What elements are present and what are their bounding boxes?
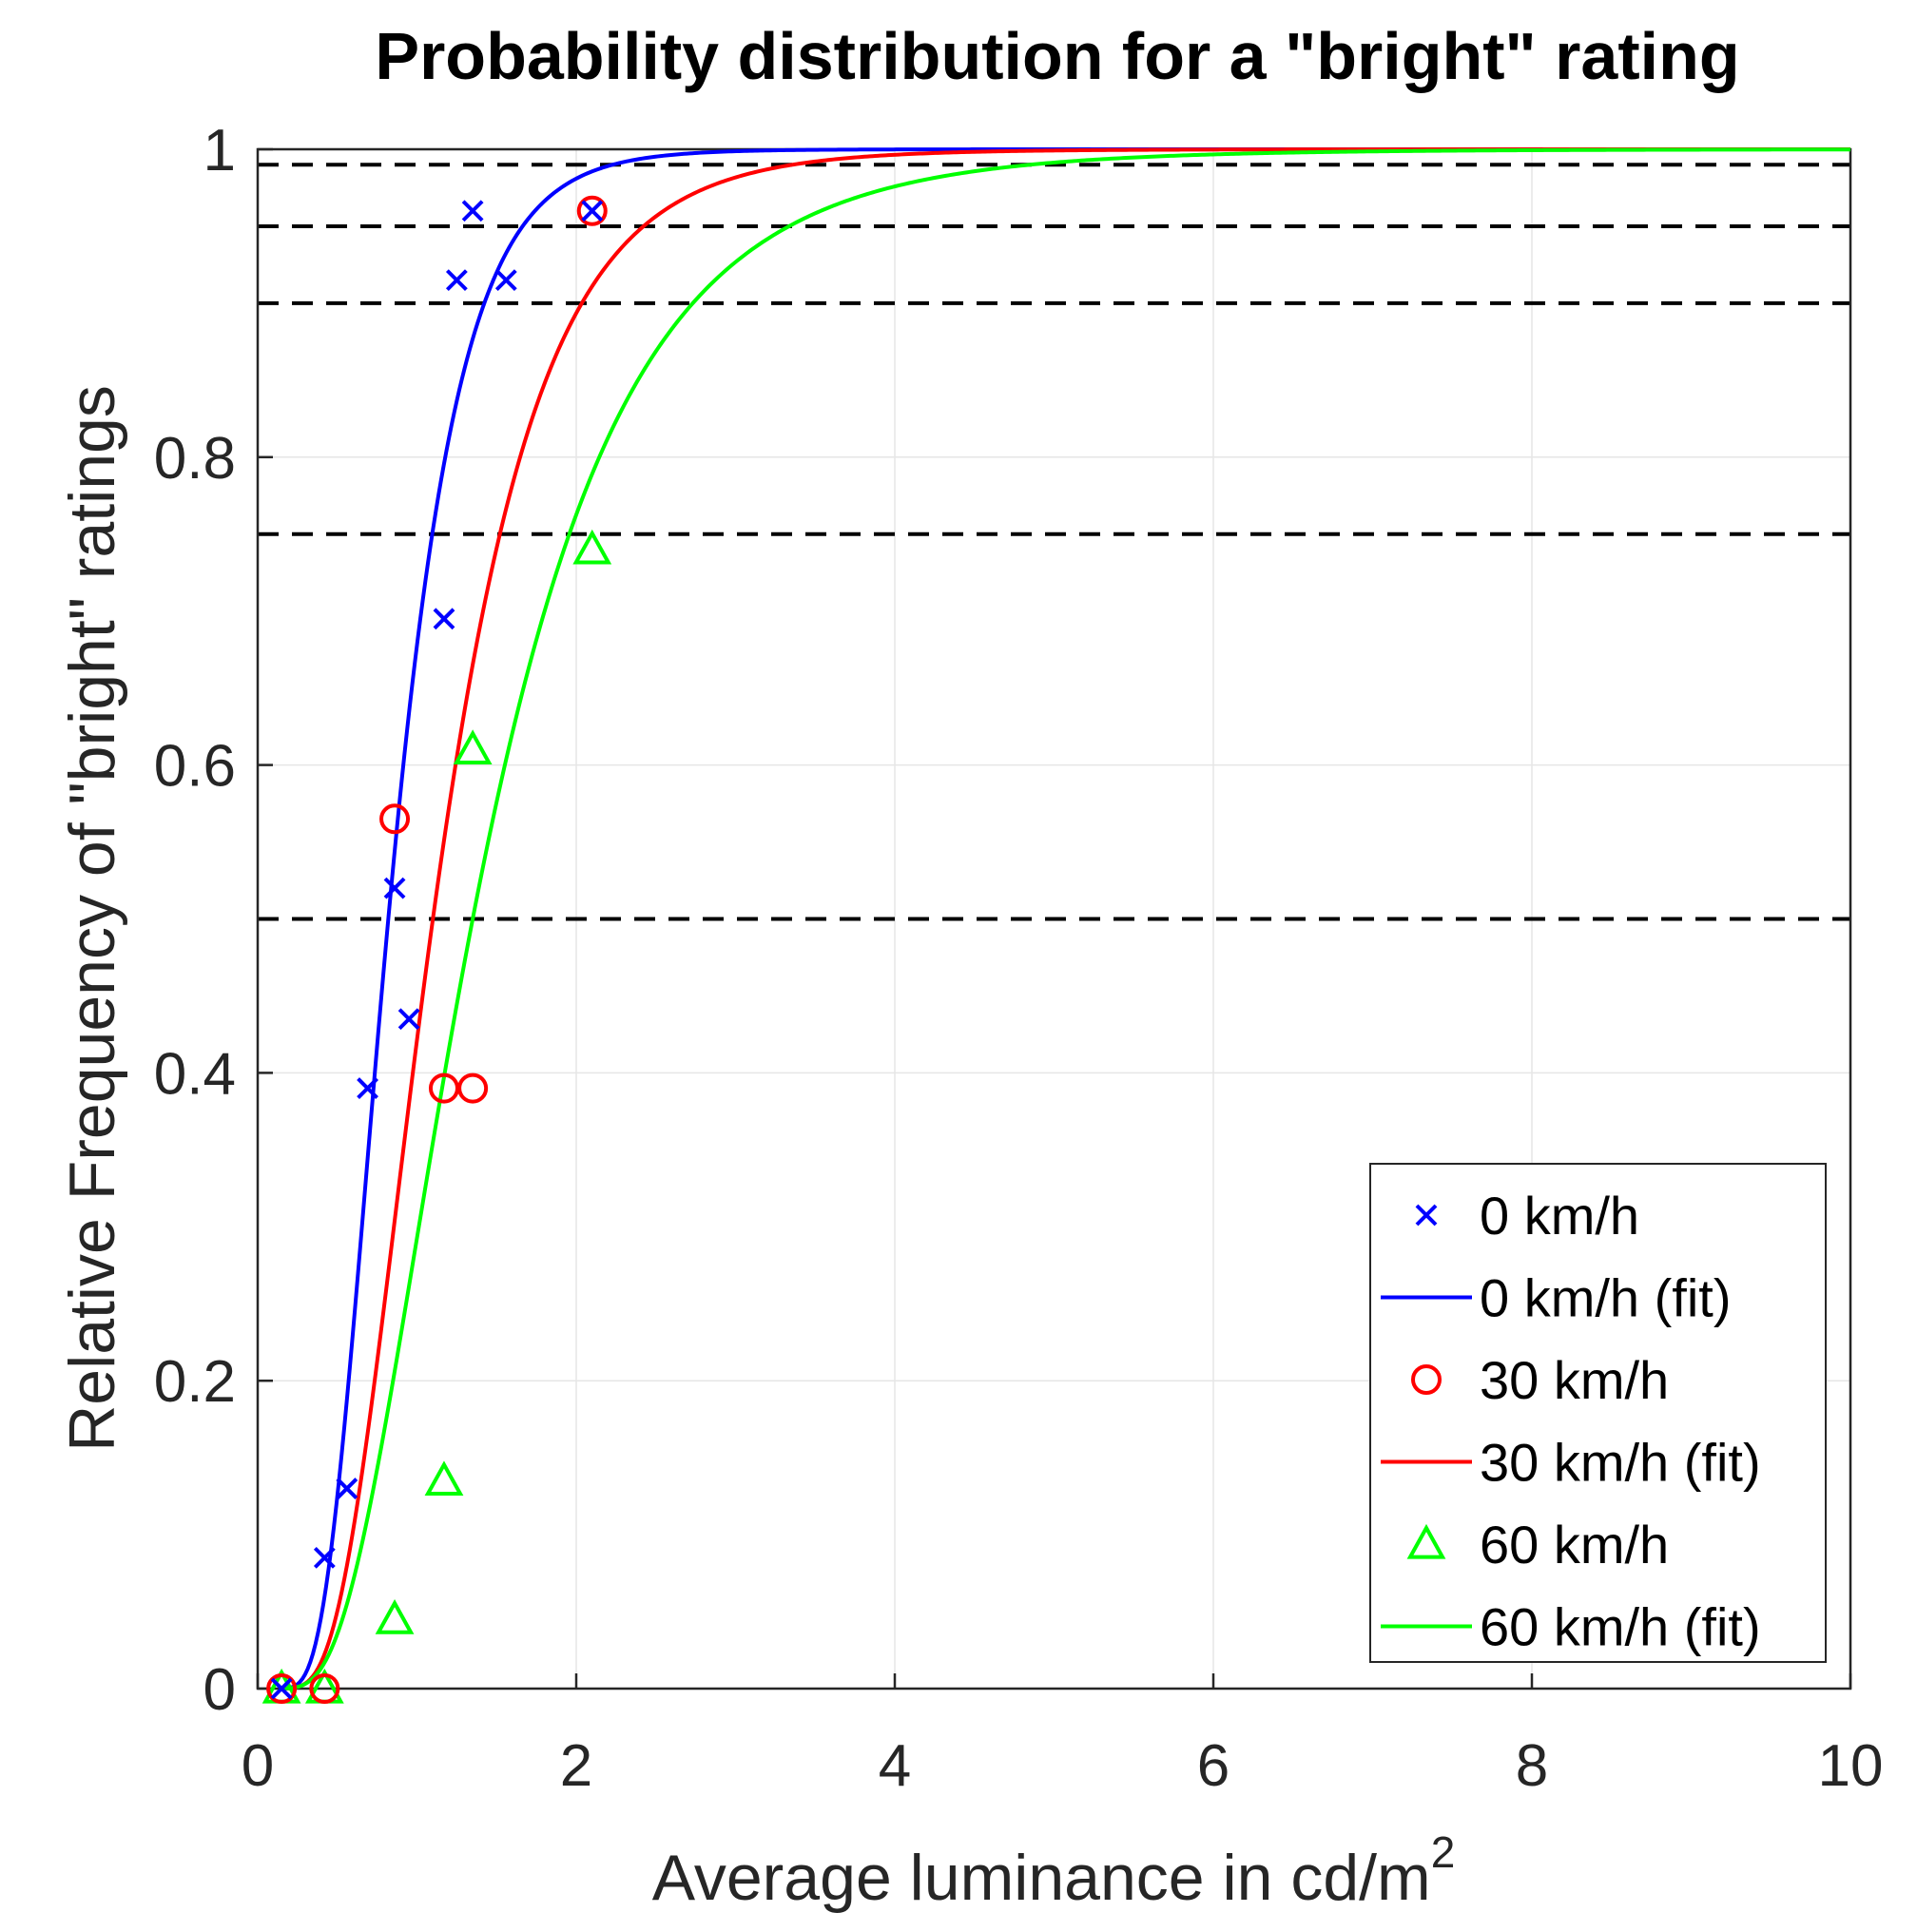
data-point-x (383, 877, 406, 899)
legend-box (1369, 1163, 1827, 1663)
data-point-triangle (375, 1599, 415, 1634)
fit-curves (281, 147, 1850, 1690)
legend: 0 km/h 0 km/h (fit) 30 km/h 30 km/h (fit) 60… (1369, 1163, 1827, 1663)
data-point-o (379, 803, 411, 835)
x-tick-label: 6 (1197, 1733, 1230, 1799)
x-tick-label: 4 (879, 1733, 911, 1799)
legend-entry-label: 60 km/h (1480, 1515, 1669, 1575)
axis-ticks: 0 2 4 6 8 10 0 0.2 0.4 0.6 0.8 1 (154, 118, 1884, 1799)
data-point-x (461, 200, 484, 222)
data-point-x (445, 269, 468, 292)
data-point-x (357, 1077, 378, 1100)
y-axis-label: Relative Frequency of "bright" ratings (56, 385, 128, 1452)
data-markers (261, 195, 612, 1704)
data-point-x (397, 1008, 420, 1031)
legend-marker-swatch (1406, 1523, 1446, 1559)
y-tick-label: 0.8 (154, 426, 236, 492)
fit-curve-60-km-h-fit (281, 147, 1850, 1690)
y-tick-label: 0.6 (154, 734, 236, 800)
x-axis-label-superscript: 2 (1431, 1827, 1456, 1877)
x-axis-label-text: Average luminance in cd/m (652, 1842, 1431, 1914)
data-point-x (270, 1677, 293, 1700)
data-point-x (581, 200, 604, 222)
data-point-o (266, 1673, 298, 1704)
x-tick-label: 10 (1818, 1733, 1884, 1799)
data-point-o (576, 195, 608, 226)
legend-marker-swatch (1411, 1364, 1442, 1395)
legend-entry-label: 0 km/h (1480, 1186, 1639, 1246)
y-tick-label: 1 (203, 118, 236, 184)
reference-lines (258, 163, 1850, 921)
data-point-o (428, 1072, 459, 1104)
data-point-triangle (424, 1460, 464, 1497)
data-point-triangle (453, 729, 493, 765)
grid (258, 149, 1850, 1689)
x-tick-label: 0 (242, 1733, 274, 1799)
data-point-o (309, 1673, 340, 1704)
y-tick-label: 0.2 (154, 1349, 236, 1415)
x-axis-label: Average luminance in cd/m2 (652, 1827, 1456, 1914)
y-tick-label: 0 (203, 1657, 236, 1723)
legend-entry-label: 30 km/h (fit) (1480, 1433, 1761, 1493)
data-point-x (494, 269, 517, 292)
x-tick-label: 8 (1516, 1733, 1548, 1799)
legend-entry-label: 30 km/h (1480, 1350, 1669, 1410)
data-point-x (433, 608, 455, 630)
data-point-o (457, 1072, 489, 1104)
chart-title: Probability distribution for a "bright" … (375, 19, 1739, 93)
data-point-triangle (572, 529, 612, 565)
data-point-x (336, 1478, 358, 1499)
legend-entry-label: 0 km/h (fit) (1480, 1268, 1731, 1328)
legend-marker-swatch (1415, 1204, 1438, 1227)
x-tick-label: 2 (560, 1733, 592, 1799)
data-point-x (313, 1546, 336, 1569)
legend-entry-label: 60 km/h (fit) (1480, 1597, 1761, 1657)
y-tick-label: 0.4 (154, 1041, 236, 1107)
